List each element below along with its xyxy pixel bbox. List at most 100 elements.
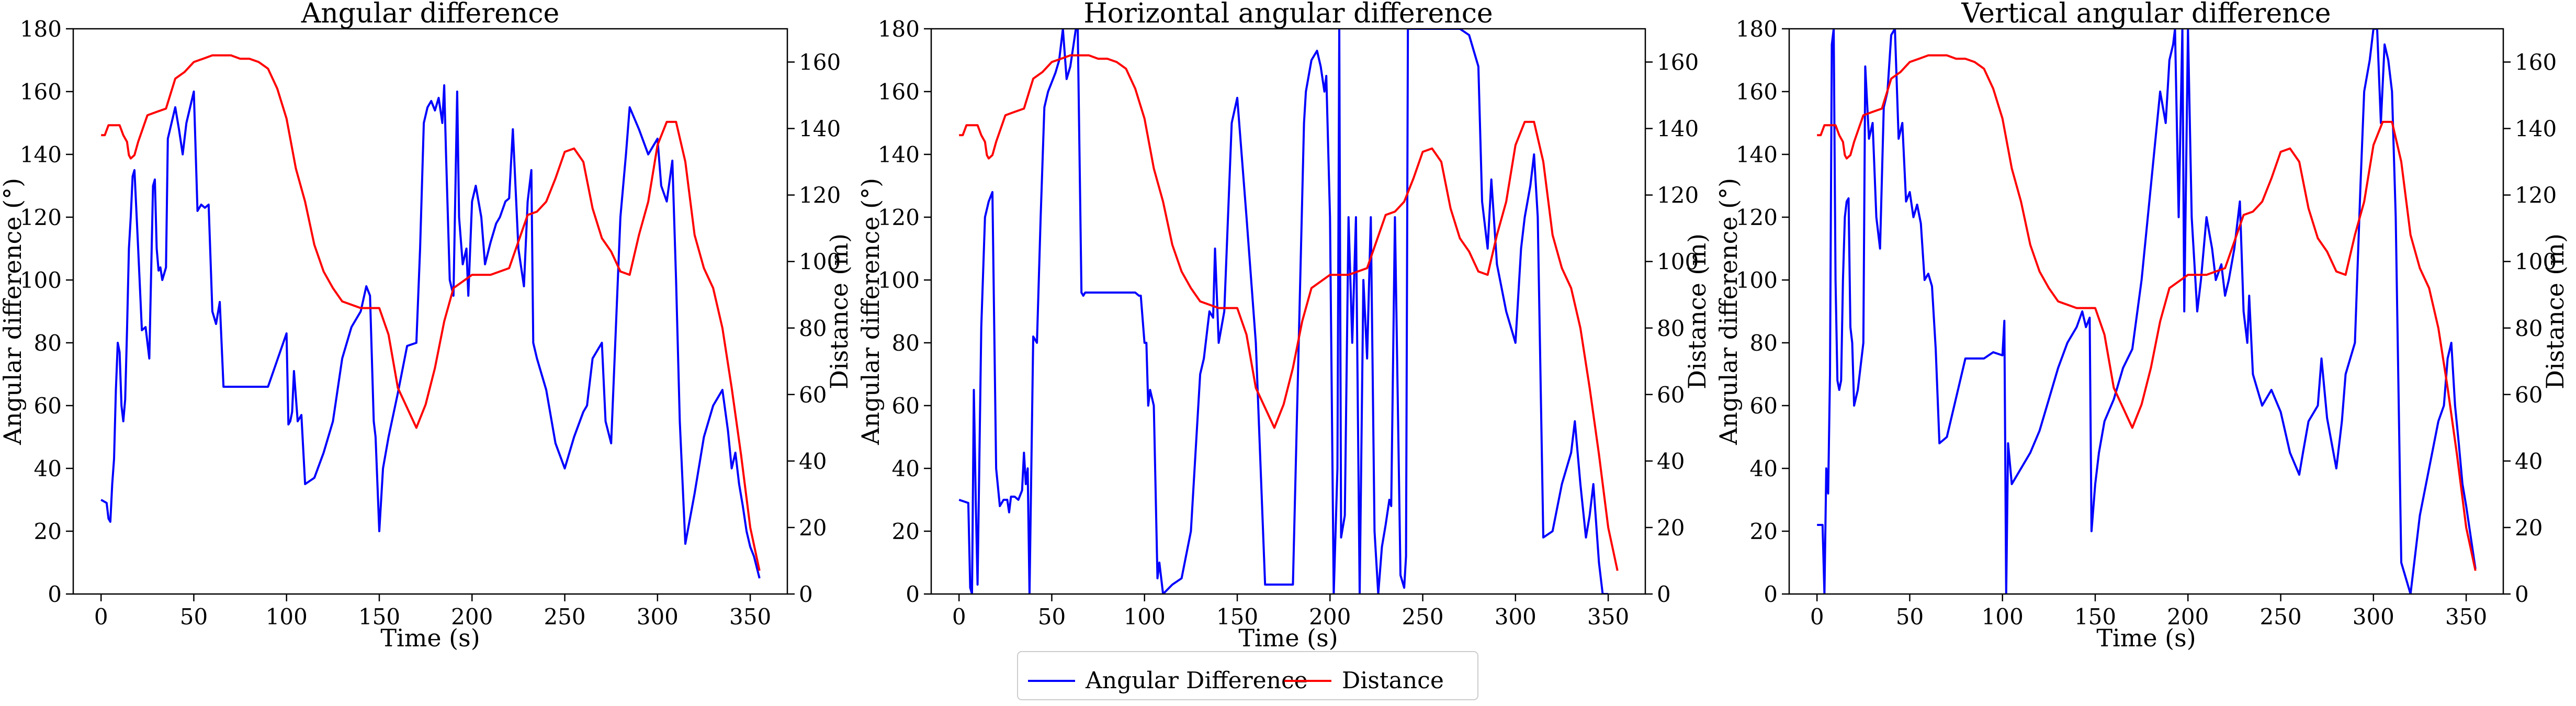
x-tick-label: 150	[358, 604, 400, 630]
y2-tick-label: 0	[2515, 581, 2529, 607]
y2-tick-label: 120	[799, 183, 841, 208]
y2-tick-label: 80	[799, 316, 827, 341]
x-tick-label: 250	[1402, 604, 1443, 630]
y-tick-label: 100	[20, 267, 62, 293]
y2-tick-label: 160	[1657, 50, 1699, 75]
y-tick-label: 80	[34, 330, 62, 356]
x-axis-label: Time (s)	[380, 624, 480, 652]
y2-axis-label: Distance (m)	[2541, 233, 2569, 389]
y2-tick-label: 0	[799, 581, 813, 607]
x-tick-label: 200	[451, 604, 493, 630]
y-tick-label: 40	[1750, 456, 1778, 481]
y-axis-label: Angular difference (°)	[0, 178, 27, 445]
y2-tick-label: 60	[2515, 382, 2543, 408]
y2-tick-label: 160	[799, 50, 841, 75]
y-tick-label: 20	[1750, 519, 1778, 544]
x-tick-label: 200	[2167, 604, 2209, 630]
y2-tick-label: 140	[1657, 116, 1699, 142]
y2-tick-label: 80	[1657, 316, 1685, 341]
y2-tick-label: 100	[1657, 249, 1699, 275]
legend-label-angular-difference: Angular Difference	[1085, 667, 1308, 694]
legend-label-distance: Distance	[1342, 667, 1444, 694]
x-tick-label: 150	[2074, 604, 2116, 630]
x-tick-label: 0	[952, 604, 966, 630]
y-tick-label: 60	[892, 393, 920, 419]
y-tick-label: 100	[878, 267, 920, 293]
legend-frame	[1017, 651, 1478, 700]
distance-line	[101, 54, 761, 571]
x-tick-label: 50	[1896, 604, 1924, 630]
chart-title: Angular difference	[301, 0, 560, 29]
x-tick-label: 350	[1587, 604, 1629, 630]
y2-tick-label: 140	[799, 116, 841, 142]
y-tick-label: 160	[878, 79, 920, 105]
x-tick-label: 300	[2353, 604, 2394, 630]
chart-3: 0 50 100 150 200 250 300 350 0 20 40 60 80 100 120 140 1…	[1714, 0, 2569, 652]
y-tick-label: 20	[34, 519, 62, 544]
y-tick-label: 160	[1736, 79, 1778, 105]
y-axis-label: Angular difference (°)	[1714, 178, 1743, 445]
distance-line	[1817, 54, 2477, 571]
x-tick-label: 250	[2259, 604, 2301, 630]
y-tick-label: 80	[1750, 330, 1778, 356]
y2-tick-label: 40	[2515, 449, 2543, 474]
y-tick-label: 140	[878, 142, 920, 167]
x-tick-label: 100	[266, 604, 308, 630]
x-tick-label: 50	[1038, 604, 1066, 630]
y-tick-label: 140	[1736, 142, 1778, 167]
y2-tick-label: 80	[2515, 316, 2543, 341]
x-axis-label: Time (s)	[1238, 624, 1338, 652]
y2-tick-label: 20	[2515, 515, 2543, 541]
y-axis-label: Angular difference (°)	[856, 178, 885, 445]
x-tick-label: 100	[1124, 604, 1166, 630]
y-tick-label: 180	[1736, 16, 1778, 42]
y-tick-label: 60	[1750, 393, 1778, 419]
y-tick-label: 180	[20, 16, 62, 42]
y2-tick-label: 100	[2515, 249, 2557, 275]
x-tick-label: 200	[1309, 604, 1351, 630]
chart-2: 0 50 100 150 200 250 300 3500204060801001201401…	[856, 0, 1711, 652]
x-tick-label: 150	[1216, 604, 1258, 630]
y2-tick-label: 40	[1657, 449, 1685, 474]
plot-frame	[930, 28, 1646, 595]
x-axis-label: Time (s)	[2096, 624, 2196, 652]
plot-frame	[1788, 28, 2504, 595]
y-tick-label: 180	[878, 16, 920, 42]
y-tick-label: 20	[892, 519, 920, 544]
chart-1: 0 50 100 150 200 250 300 3500204060801001201401…	[0, 0, 853, 652]
x-tick-label: 100	[1982, 604, 2024, 630]
y-tick-label: 0	[1764, 581, 1778, 607]
angular-difference-line	[100, 84, 761, 579]
y-tick-label: 140	[20, 142, 62, 167]
y2-tick-label: 20	[799, 515, 827, 541]
y2-tick-label: 100	[799, 249, 841, 275]
x-tick-label: 50	[180, 604, 208, 630]
y2-tick-label: 120	[2515, 183, 2557, 208]
chart-title: Vertical angular difference	[1961, 0, 2331, 29]
angular-difference-line	[1817, 29, 2477, 594]
plot-frame	[72, 28, 788, 595]
legend: Angular Difference Distance	[1017, 651, 1478, 700]
y-tick-label: 160	[20, 79, 62, 105]
y2-tick-label: 140	[2515, 116, 2557, 142]
y-tick-label: 0	[906, 581, 920, 607]
y-tick-label: 0	[48, 581, 62, 607]
distance-line	[959, 54, 1619, 571]
x-tick-label: 250	[544, 604, 585, 630]
y-tick-label: 120	[878, 205, 920, 230]
y2-axis-label: Distance (m)	[1683, 233, 1711, 389]
y2-tick-label: 40	[799, 449, 827, 474]
y-tick-label: 60	[34, 393, 62, 419]
y2-tick-label: 60	[799, 382, 827, 408]
y2-tick-label: 60	[1657, 382, 1685, 408]
y2-axis-label: Distance (m)	[825, 233, 853, 389]
y2-tick-label: 0	[1657, 581, 1671, 607]
x-tick-label: 300	[637, 604, 679, 630]
x-tick-label: 350	[729, 604, 771, 630]
angular-difference-line	[958, 29, 1609, 594]
y-tick-label: 40	[892, 456, 920, 481]
y-tick-label: 100	[1736, 267, 1778, 293]
x-tick-label: 350	[2445, 604, 2487, 630]
y2-tick-label: 120	[1657, 183, 1699, 208]
x-tick-label: 0	[94, 604, 108, 630]
